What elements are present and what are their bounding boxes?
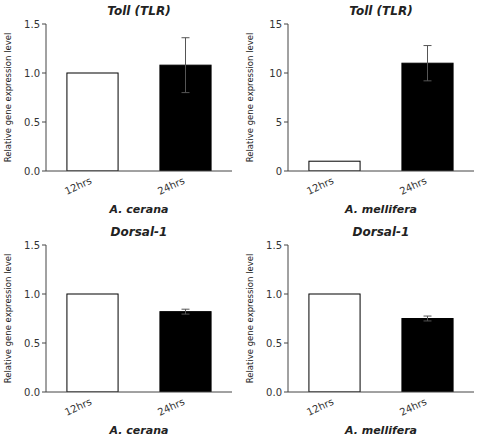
x-axis: [288, 171, 474, 172]
marks: [309, 46, 453, 171]
y-tick: [42, 73, 46, 74]
y-axis: [288, 24, 289, 171]
error-cap: [424, 316, 432, 317]
x-label: A. mellifera: [344, 203, 417, 216]
error-cap: [424, 80, 432, 81]
marks: [309, 294, 453, 392]
y-tick-label: 0.0: [24, 387, 40, 398]
y-tick-label: 1.5: [24, 240, 40, 251]
y-axis: [288, 245, 289, 392]
figure: Toll (TLR) 0.0 0.5 1.0 1.5 12hrs 24hrs A. ceran…: [0, 0, 484, 442]
y-tick: [42, 392, 46, 393]
panel: Toll (TLR) 0.0 0.5 1.0 1.5 12hrs 24hrs A. ceran…: [3, 4, 232, 216]
y-tick-label: 0.5: [266, 338, 282, 349]
marks: [67, 38, 211, 171]
y-tick-label: 5: [276, 117, 282, 128]
x-tick-label: 12hrs: [305, 396, 335, 418]
error-bar: [182, 38, 190, 93]
marks: [67, 294, 211, 392]
error-line: [185, 309, 186, 314]
y-tick: [284, 294, 288, 295]
y-tick-label: 0.5: [24, 117, 40, 128]
y-tick-label: 1.5: [266, 240, 282, 251]
error-cap: [424, 320, 432, 321]
y-tick-label: 0.0: [24, 166, 40, 177]
x-tick-label: 24hrs: [156, 396, 186, 418]
y-tick: [284, 343, 288, 344]
y-tick-label: 1.5: [24, 19, 40, 30]
bar: [160, 312, 211, 392]
title: Toll (TLR): [349, 4, 412, 18]
x-label: A. cerana: [109, 424, 169, 437]
x-label: A. mellifera: [344, 424, 417, 437]
title: Dorsal-1: [353, 225, 410, 239]
y-tick-label: 15: [269, 19, 282, 30]
y-tick-label: 0.5: [24, 338, 40, 349]
y-tick-label: 0: [276, 166, 282, 177]
error-bar: [424, 316, 432, 321]
error-bar: [424, 46, 432, 81]
x-tick-label: 24hrs: [398, 396, 428, 418]
x-tick-label: 12hrs: [63, 396, 93, 418]
y-tick-label: 1.0: [24, 68, 40, 79]
bar: [309, 161, 360, 171]
error-cap: [182, 92, 190, 93]
y-label: Relative gene expression level: [3, 33, 13, 163]
y-tick: [284, 73, 288, 74]
error-cap: [182, 314, 190, 315]
panel: Dorsal-1 0.0 0.5 1.0 1.5 12hrs 24hrs A. cerana R…: [3, 225, 232, 437]
y-tick: [284, 392, 288, 393]
x-axis: [288, 392, 474, 393]
x-axis: [46, 392, 232, 393]
panel: Dorsal-1 0.0 0.5 1.0 1.5 12hrs 24hrs A. mellife…: [245, 225, 474, 437]
x-tick-label: 24hrs: [398, 175, 428, 197]
title: Toll (TLR): [107, 4, 170, 18]
y-tick: [42, 24, 46, 25]
bar: [309, 294, 360, 392]
title: Dorsal-1: [111, 225, 168, 239]
error-line: [185, 38, 186, 93]
error-line: [427, 316, 428, 321]
y-tick: [284, 171, 288, 172]
panel: Toll (TLR) 0 5 10 15 12hrs 24hrs A. mellifera Re…: [245, 4, 474, 216]
y-tick: [42, 294, 46, 295]
y-axis: [46, 245, 47, 392]
y-tick: [42, 122, 46, 123]
y-tick: [42, 171, 46, 172]
bar: [402, 319, 453, 393]
y-axis: [46, 24, 47, 171]
y-tick-label: 1.0: [266, 289, 282, 300]
bar: [67, 294, 118, 392]
error-cap: [182, 37, 190, 38]
x-tick-label: 24hrs: [156, 175, 186, 197]
y-tick: [42, 245, 46, 246]
error-cap: [182, 309, 190, 310]
error-line: [427, 46, 428, 81]
y-tick: [284, 122, 288, 123]
error-cap: [424, 45, 432, 46]
y-tick-label: 0.0: [266, 387, 282, 398]
y-tick-label: 10: [269, 68, 282, 79]
y-tick: [284, 24, 288, 25]
y-tick: [42, 343, 46, 344]
x-label: A. cerana: [109, 203, 169, 216]
x-axis: [46, 171, 232, 172]
y-label: Relative gene expression level: [245, 33, 255, 163]
y-tick: [284, 245, 288, 246]
y-tick-label: 1.0: [24, 289, 40, 300]
x-tick-label: 12hrs: [63, 175, 93, 197]
error-bar: [182, 309, 190, 314]
bar: [67, 73, 118, 171]
y-label: Relative gene expression level: [3, 254, 13, 384]
y-label: Relative gene expression level: [245, 254, 255, 384]
x-tick-label: 12hrs: [305, 175, 335, 197]
